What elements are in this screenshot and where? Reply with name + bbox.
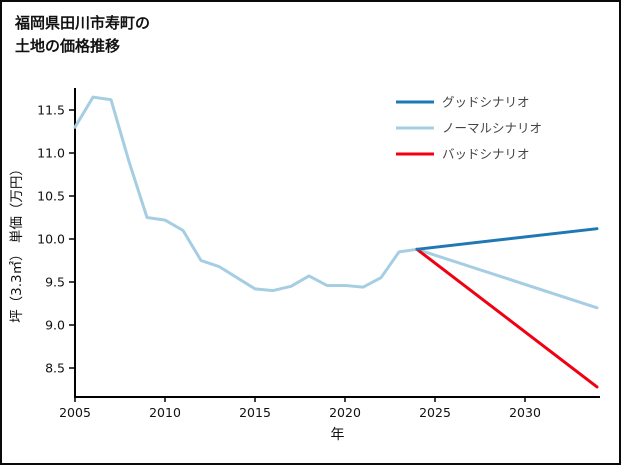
series-line-ノーマルシナリオ	[415, 247, 599, 310]
x-axis-label: 年	[331, 427, 345, 443]
y-tick-label: 9.0	[45, 318, 65, 333]
chart-title-line1: 福岡県田川市寿町の	[15, 14, 151, 32]
series-line-バッドシナリオ	[415, 247, 599, 389]
series-line-グッドシナリオ	[415, 227, 599, 251]
y-tick-label: 9.5	[45, 275, 65, 290]
legend-label-ノーマルシナリオ: ノーマルシナリオ	[442, 121, 542, 136]
chart-title-line2: 土地の価格推移	[15, 36, 121, 55]
x-tick-label: 2025	[419, 405, 451, 420]
chart-title: 福岡県田川市寿町の 土地の価格推移	[15, 12, 150, 57]
x-tick-label: 2030	[509, 405, 541, 420]
y-tick-label: 10.0	[37, 232, 65, 247]
y-axis-label: 坪（3.3㎡） 単価（万円）	[9, 162, 25, 323]
y-tick-label: 10.5	[37, 189, 65, 204]
x-tick-label: 2020	[329, 405, 361, 420]
y-tick-label: 11.0	[37, 146, 65, 161]
y-tick-label: 8.5	[45, 361, 65, 376]
x-tick-label: 2005	[59, 405, 91, 420]
x-tick-label: 2010	[149, 405, 181, 420]
legend-label-グッドシナリオ: グッドシナリオ	[442, 95, 530, 110]
series-line-history	[73, 95, 419, 293]
y-tick-label: 11.5	[37, 103, 65, 118]
x-tick-label: 2015	[239, 405, 271, 420]
legend-label-バッドシナリオ: バッドシナリオ	[442, 147, 530, 162]
